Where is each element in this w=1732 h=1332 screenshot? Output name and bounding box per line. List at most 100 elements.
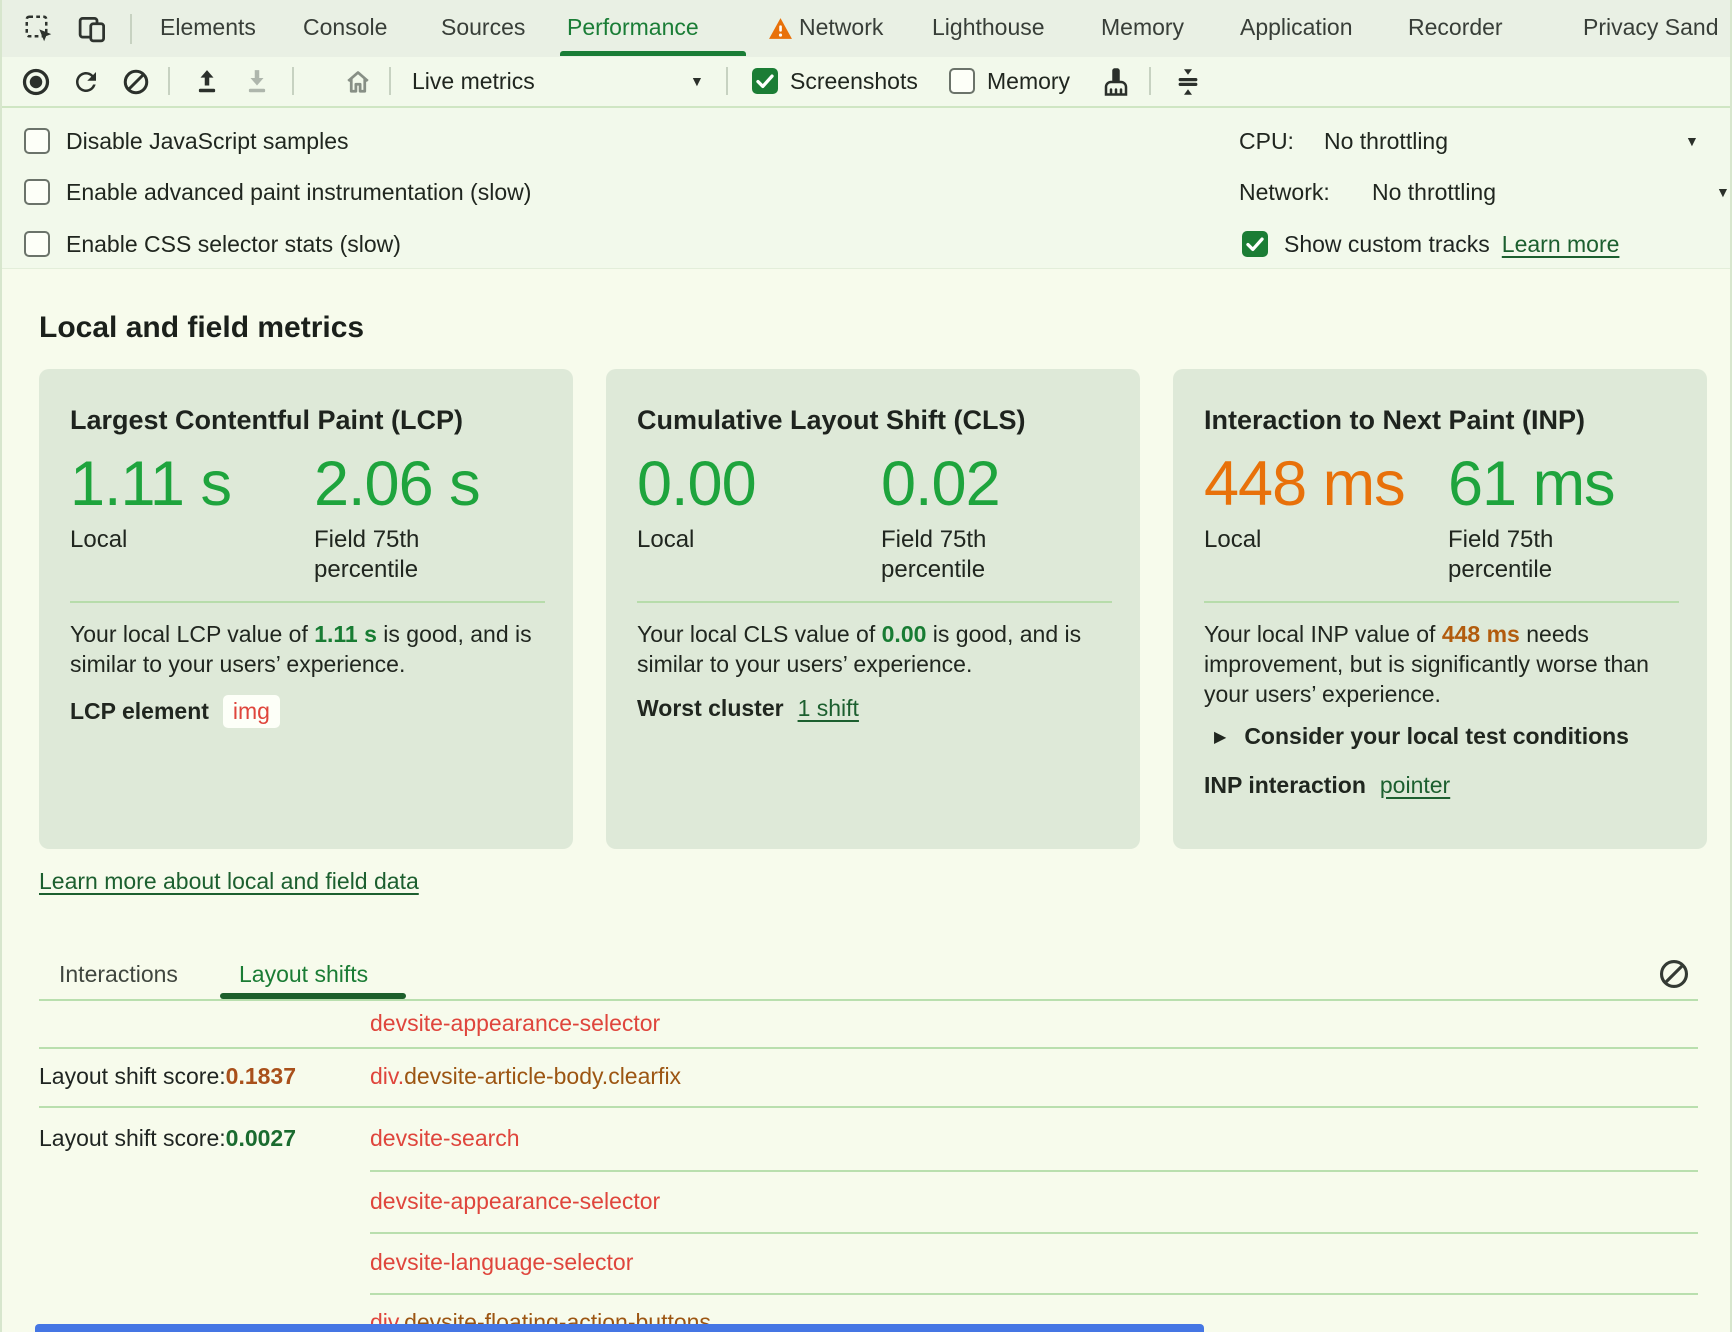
worst-cluster-link[interactable]: 1 shift (798, 695, 859, 722)
tab-recorder[interactable]: Recorder (1408, 0, 1503, 55)
network-value: No throttling (1372, 179, 1496, 206)
metric-card-lcp: Largest Contentful Paint (LCP) 1.11 s Lo… (39, 369, 573, 849)
disable-js-samples-option[interactable]: Disable JavaScript samples (24, 128, 349, 154)
advanced-paint-label: Enable advanced paint instrumentation (s… (66, 179, 531, 206)
worst-cluster-label: Worst cluster (637, 695, 784, 722)
css-selector-stats-checkbox[interactable] (24, 231, 50, 257)
upload-profile-icon[interactable] (192, 67, 222, 97)
home-icon[interactable] (343, 67, 373, 97)
inp-interaction-link[interactable]: pointer (1380, 772, 1450, 799)
show-custom-tracks-checkbox[interactable] (1242, 231, 1268, 257)
layout-shift-row[interactable]: devsite-appearance-selector (39, 1170, 1698, 1232)
layout-shift-row[interactable]: devsite-language-selector (39, 1232, 1698, 1293)
cpu-chevron-down-icon[interactable]: ▼ (1685, 128, 1699, 154)
toolbar-separator (130, 14, 132, 44)
css-selector-stats-option[interactable]: Enable CSS selector stats (slow) (24, 231, 401, 257)
cls-card-title: Cumulative Layout Shift (CLS) (637, 403, 1112, 437)
shift-score-label: Layout shift score: (39, 1063, 226, 1090)
metric-card-cls: Cumulative Layout Shift (CLS) 0.00 Local… (606, 369, 1140, 849)
cpu-throttling-select[interactable]: CPU: No throttling (1239, 128, 1448, 154)
collapse-sections-icon[interactable] (1173, 67, 1203, 97)
advanced-paint-option[interactable]: Enable advanced paint instrumentation (s… (24, 179, 531, 205)
shift-score-value: 0.1837 (226, 1063, 296, 1090)
inp-local-label: Local (1204, 525, 1374, 555)
tab-console[interactable]: Console (303, 0, 387, 55)
toolbar-separator (168, 67, 170, 95)
shift-element-link[interactable]: devsite-search (370, 1125, 520, 1152)
show-custom-tracks-label: Show custom tracks (1284, 231, 1490, 258)
local-and-field-metrics-heading: Local and field metrics (39, 311, 364, 345)
cls-description: Your local CLS value of 0.00 is good, an… (637, 619, 1112, 679)
reload-record-icon[interactable] (71, 67, 101, 97)
shift-element-link[interactable]: devsite-appearance-selector (370, 1188, 660, 1215)
device-toolbar-icon[interactable] (77, 14, 107, 44)
layout-shift-row[interactable]: Layout shift score: 0.0027 devsite-searc… (39, 1106, 1698, 1170)
toolbar-separator (726, 67, 728, 95)
card-divider (637, 601, 1112, 603)
selection-highlight-bar (35, 1324, 1204, 1332)
tab-privacy-sandbox[interactable]: Privacy Sand (1583, 0, 1719, 55)
shift-element-link[interactable]: devsite-appearance-selector (370, 1010, 660, 1037)
cls-field-label: Field 75th percentile (881, 525, 1051, 585)
css-selector-stats-label: Enable CSS selector stats (slow) (66, 231, 401, 258)
tab-sources[interactable]: Sources (441, 0, 525, 55)
devtools-performance-panel: { "colors": { "accent_green": "#1a7d36",… (0, 0, 1732, 1332)
clear-log-icon[interactable] (1657, 957, 1691, 991)
local-test-conditions-expander[interactable]: ▶ Consider your local test conditions (1214, 723, 1679, 750)
advanced-paint-checkbox[interactable] (24, 179, 50, 205)
lcp-desc-text: Your local LCP value of (70, 621, 314, 647)
layout-shift-row[interactable]: devsite-appearance-selector (39, 1000, 1698, 1047)
toolbar-separator (1149, 67, 1151, 95)
inp-desc-value: 448 ms (1442, 621, 1520, 647)
inspect-element-icon[interactable] (24, 14, 54, 44)
lcp-desc-value: 1.11 s (314, 621, 377, 647)
layout-shift-row[interactable]: Layout shift score: 0.1837 div.devsite-a… (39, 1047, 1698, 1106)
performance-toolbar: Live metrics ▼ Screenshots Memory (2, 57, 1730, 108)
toolbar-separator (292, 67, 294, 95)
tab-lighthouse[interactable]: Lighthouse (932, 0, 1045, 55)
lcp-local-value: 1.11 s (70, 449, 314, 519)
lcp-element-chip[interactable]: img (223, 695, 280, 728)
inp-field-value: 61 ms (1448, 449, 1692, 519)
network-throttling-select[interactable]: Network: No throttling (1239, 179, 1496, 205)
card-divider (1204, 601, 1679, 603)
disable-js-samples-label: Disable JavaScript samples (66, 128, 349, 155)
lcp-field-value: 2.06 s (314, 449, 558, 519)
cls-desc-text: Your local CLS value of (637, 621, 882, 647)
cls-desc-value: 0.00 (882, 621, 927, 647)
disable-js-samples-checkbox[interactable] (24, 128, 50, 154)
metric-cards: Largest Contentful Paint (LCP) 1.11 s Lo… (39, 369, 1707, 849)
cpu-value: No throttling (1324, 128, 1448, 155)
cpu-label: CPU: (1239, 128, 1299, 155)
screenshots-checkbox[interactable] (752, 68, 778, 94)
capture-settings: Disable JavaScript samples Enable advanc… (2, 108, 1730, 269)
tab-performance[interactable]: Performance (567, 0, 699, 55)
inp-card-title: Interaction to Next Paint (INP) (1204, 403, 1679, 437)
tab-elements[interactable]: Elements (160, 0, 256, 55)
memory-checkbox-label: Memory (987, 57, 1070, 106)
tab-interactions[interactable]: Interactions (59, 950, 178, 998)
gc-brush-icon[interactable] (1101, 67, 1131, 97)
network-chevron-down-icon[interactable]: ▼ (1716, 179, 1730, 205)
tab-application[interactable]: Application (1240, 0, 1353, 55)
download-profile-icon[interactable] (242, 67, 272, 97)
chevron-down-icon: ▼ (690, 57, 704, 106)
tab-layout-shifts[interactable]: Layout shifts (239, 950, 368, 998)
cls-field-value: 0.02 (881, 449, 1125, 519)
memory-checkbox[interactable] (949, 68, 975, 94)
record-icon[interactable] (21, 67, 51, 97)
metric-card-inp: Interaction to Next Paint (INP) 448 ms L… (1173, 369, 1707, 849)
element-tag: div. (370, 1063, 404, 1089)
inp-desc-text: Your local INP value of (1204, 621, 1442, 647)
show-custom-tracks-option: Show custom tracks Learn more (1242, 231, 1619, 257)
lcp-local-label: Local (70, 525, 240, 555)
custom-tracks-learn-more-link[interactable]: Learn more (1502, 231, 1620, 258)
shift-element-link[interactable]: div.devsite-article-body.clearfix (370, 1063, 681, 1090)
tab-memory[interactable]: Memory (1101, 0, 1184, 55)
clear-icon[interactable] (121, 67, 151, 97)
field-data-learn-more-link[interactable]: Learn more about local and field data (39, 868, 419, 895)
inp-field-label: Field 75th percentile (1448, 525, 1618, 585)
toolbar-separator (389, 67, 391, 95)
shift-element-link[interactable]: devsite-language-selector (370, 1249, 633, 1276)
tab-network[interactable]: Network (799, 0, 883, 55)
